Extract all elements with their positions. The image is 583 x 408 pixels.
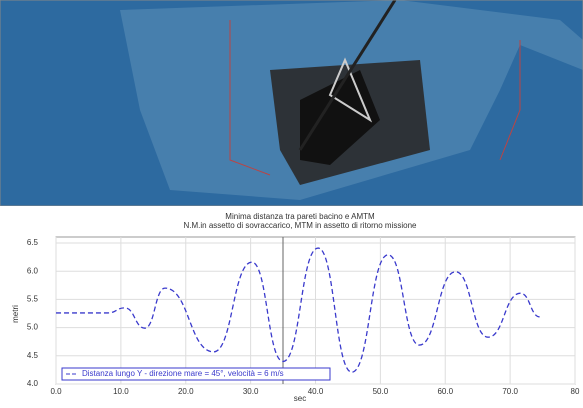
x-tick-label: 50.0 [373,387,389,396]
y-tick-label: 5.5 [27,295,39,304]
x-tick-label: 60.0 [437,387,453,396]
render-view [0,0,583,206]
x-tick-label: 80 [571,387,580,396]
y-tick-label: 4.0 [27,379,39,388]
legend: Distanza lungo Y - direzione mare = 45°,… [62,368,330,380]
x-tick-label: 10.0 [113,387,129,396]
y-axis-label: metri [11,305,20,323]
chart-subtitle: N.M.in assetto di sovraccarico, MTM in a… [184,221,418,230]
x-tick-label: 70.0 [502,387,518,396]
screen: Minima distanza tra pareti bacino e AMTM… [0,0,583,403]
x-axis-label: sec [294,394,306,403]
y-tick-label: 5.0 [27,323,39,332]
y-tick-label: 6.5 [27,238,39,247]
x-tick-label: 40.0 [308,387,324,396]
x-tick-label: 0.0 [50,387,62,396]
legend-label: Distanza lungo Y - direzione mare = 45°,… [82,369,284,378]
y-tick-label: 6.0 [27,266,39,275]
x-tick-label: 30.0 [243,387,259,396]
x-tick-label: 20.0 [178,387,194,396]
chart-title: Minima distanza tra pareti bacino e AMTM [225,212,375,221]
y-tick-label: 4.5 [27,351,39,360]
